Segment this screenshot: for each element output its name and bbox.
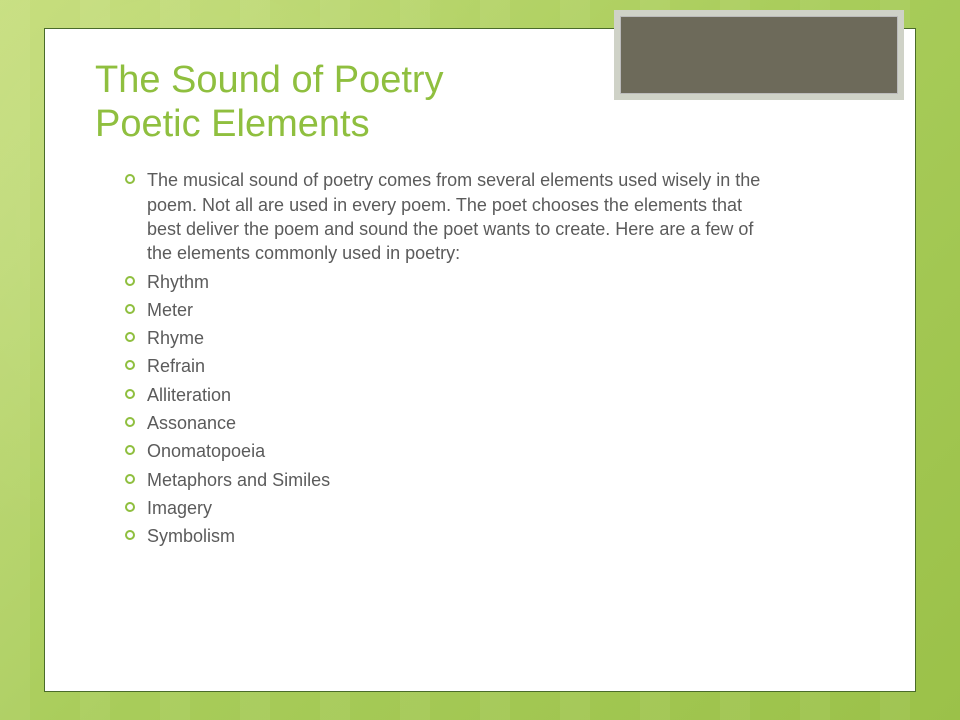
list-item: Imagery — [125, 496, 855, 520]
intro-bullet: The musical sound of poetry comes from s… — [125, 168, 765, 265]
list-item: Rhythm — [125, 270, 855, 294]
list-item: Refrain — [125, 354, 855, 378]
list-item-label: Imagery — [147, 498, 212, 518]
corner-decoration — [614, 10, 904, 100]
slide-body: The musical sound of poetry comes from s… — [45, 156, 915, 548]
list-item: Alliteration — [125, 383, 855, 407]
list-item-label: Refrain — [147, 356, 205, 376]
intro-text: The musical sound of poetry comes from s… — [147, 170, 760, 263]
list-item-label: Onomatopoeia — [147, 441, 265, 461]
corner-decoration-inner — [620, 16, 898, 94]
title-line-2: Poetic Elements — [95, 103, 370, 145]
list-item: Onomatopoeia — [125, 439, 855, 463]
list-item-label: Alliteration — [147, 385, 231, 405]
list-item-label: Rhyme — [147, 328, 204, 348]
list-item: Symbolism — [125, 524, 855, 548]
list-item: Meter — [125, 298, 855, 322]
list-item-label: Assonance — [147, 413, 236, 433]
title-line-1: The Sound of Poetry — [95, 59, 444, 101]
list-item-label: Rhythm — [147, 272, 209, 292]
list-item: Rhyme — [125, 326, 855, 350]
list-item: Metaphors and Similes — [125, 468, 855, 492]
list-item-label: Symbolism — [147, 526, 235, 546]
list-item: Assonance — [125, 411, 855, 435]
slide-content-frame: The Sound of Poetry Poetic Elements The … — [44, 28, 916, 692]
list-item-label: Meter — [147, 300, 193, 320]
list-item-label: Metaphors and Similes — [147, 470, 330, 490]
